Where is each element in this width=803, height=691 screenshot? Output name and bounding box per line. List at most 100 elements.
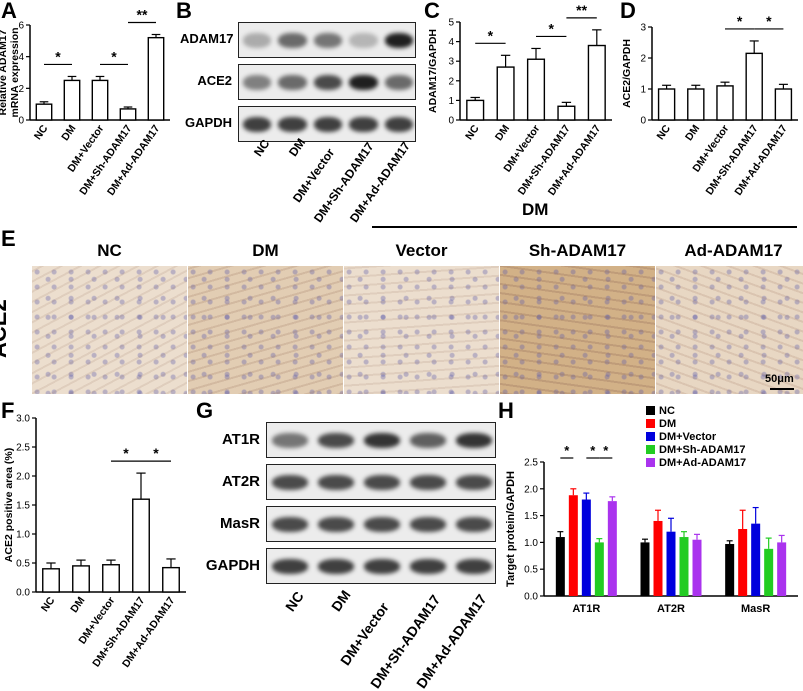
y-axis-label-line: ADAM17/GAPDH: [427, 29, 439, 113]
histology-column-vector: Vector: [395, 241, 448, 260]
band-gapdh-dm-vector: [313, 117, 343, 132]
histology-column-ad-adam17: Ad-ADAM17: [684, 241, 783, 260]
y-tick-label: 6: [18, 21, 24, 32]
scale-bar: [770, 388, 794, 390]
band-adam17-dm-ad-adam17: [384, 33, 414, 48]
histology-column-nc: NC: [97, 241, 122, 260]
panel-label-c: C: [424, 0, 440, 23]
bar-at2r-dm-sh-adam17: [679, 537, 689, 596]
bar-masr-dm-sh-adam17: [764, 548, 774, 596]
group-label-dm: DM: [522, 200, 549, 219]
histology-image-vector: [344, 266, 499, 394]
bar-nc: [42, 568, 60, 593]
x-tick-label: DM+Ad-ADAM17: [120, 595, 178, 670]
blot-strip-at1r: [266, 422, 496, 458]
blot-label-at1r: AT1R: [221, 431, 260, 448]
blot-strip-gapdh: [266, 548, 496, 584]
y-tick-label: 0.0: [524, 592, 538, 603]
y-tick-label: 4: [448, 37, 454, 48]
significance-label: *: [153, 445, 159, 461]
y-axis-label: ACE2/GAPDH: [621, 39, 633, 108]
y-tick-label: 0.5: [16, 559, 30, 570]
band-gapdh-dm-ad-adam17: [384, 117, 414, 132]
band-gapdh-nc: [271, 559, 309, 574]
band-ace2-dm: [278, 75, 307, 90]
row-label-ace2: ACE2: [0, 299, 11, 358]
x-tick-label: AT2R: [657, 603, 685, 615]
histology-column-sh-adam17: Sh-ADAM17: [528, 241, 627, 260]
x-tick-label: DM: [68, 595, 87, 615]
blot-label-adam17: ADAM17: [180, 31, 234, 46]
y-axis-label: ACE2 positive area (%): [3, 448, 15, 562]
significance-label: *: [564, 443, 570, 458]
x-tick-label: DM+Ad-ADAM17: [732, 123, 790, 198]
bar-dm: [496, 66, 515, 121]
y-tick-label: 0: [18, 116, 24, 127]
band-ace2-dm-sh-adam17: [349, 75, 378, 90]
histology-column-dm: DM: [252, 241, 279, 260]
bar-nc: [35, 103, 53, 121]
band-at1r-dm: [317, 433, 355, 448]
blot-strip-masr: [266, 506, 496, 542]
x-tick-label: NC: [39, 595, 58, 615]
x-tick-label: NC: [463, 123, 482, 143]
significance-label: *: [737, 13, 743, 29]
blot-label-masr: MasR: [219, 515, 260, 532]
y-tick-label: 1.5: [16, 501, 30, 512]
bar-dm-sh-adam17: [132, 498, 150, 593]
band-gapdh-dm-sh-adam17: [349, 117, 378, 132]
bar-at1r-nc: [555, 537, 565, 596]
x-tick-label: DM+Ad-ADAM17: [105, 123, 163, 198]
legend-label-nc: NC: [659, 405, 675, 417]
band-gapdh-nc: [242, 117, 272, 132]
blot-label-at2r: AT2R: [221, 473, 260, 490]
band-gapdh-dm-vector: [363, 559, 401, 574]
y-axis-label-line: ACE2/GAPDH: [621, 39, 633, 108]
legend-swatch-nc: [646, 406, 655, 415]
bar-dm: [72, 565, 90, 593]
band-masr-dm-vector: [363, 517, 401, 532]
y-tick-label: 3: [448, 57, 454, 68]
y-tick-label: 2.0: [524, 484, 538, 495]
y-tick-label: 1: [640, 85, 646, 96]
y-tick-label: 5: [448, 18, 454, 29]
y-tick-label: 0.0: [16, 588, 30, 599]
bar-dm-ad-adam17: [774, 88, 793, 121]
y-tick-label: 1.0: [16, 530, 30, 541]
panel-label-h: H: [498, 398, 514, 423]
y-axis-label-line: ACE2 positive area (%): [3, 448, 15, 562]
bar-at2r-nc: [640, 542, 650, 596]
x-tick-label: AT1R: [572, 603, 600, 615]
panel-label-d: D: [620, 0, 636, 23]
bar-at1r-dm-vector: [581, 499, 591, 596]
y-tick-label: 0.5: [524, 565, 538, 576]
band-ace2-dm-ad-adam17: [384, 75, 414, 90]
y-axis-label-line: mRNA expression: [9, 27, 21, 117]
significance-label: *: [548, 20, 554, 36]
blot-strip-adam17: [238, 22, 416, 58]
legend-label-dm-vector: DM+Vector: [659, 431, 717, 443]
bar-dm-vector: [102, 564, 120, 593]
legend-swatch-dm-vector: [646, 432, 655, 441]
histology-image-dm: [188, 266, 343, 394]
significance-label: *: [488, 27, 494, 43]
bar-nc: [466, 99, 485, 121]
panel-label-g: G: [196, 398, 214, 423]
band-masr-nc: [271, 517, 309, 532]
band-masr-dm-ad-adam17: [455, 517, 493, 532]
panel-label-a: A: [1, 0, 17, 23]
bar-masr-dm-ad-adam17: [777, 542, 787, 596]
y-tick-label: 1: [448, 96, 454, 107]
panel-label-b: B: [176, 0, 192, 23]
y-tick-label: 2: [640, 54, 646, 65]
significance-label: **: [137, 7, 148, 23]
band-at2r-dm-sh-adam17: [409, 475, 447, 490]
histology-image-ad-adam17: [656, 266, 803, 394]
y-tick-label: 1.0: [524, 538, 538, 549]
scale-bar-label: 50μm: [765, 373, 794, 385]
significance-label: *: [590, 443, 596, 458]
y-axis-label-line: Relative ADAM17: [0, 29, 9, 115]
y-tick-label: 2.5: [524, 458, 538, 469]
